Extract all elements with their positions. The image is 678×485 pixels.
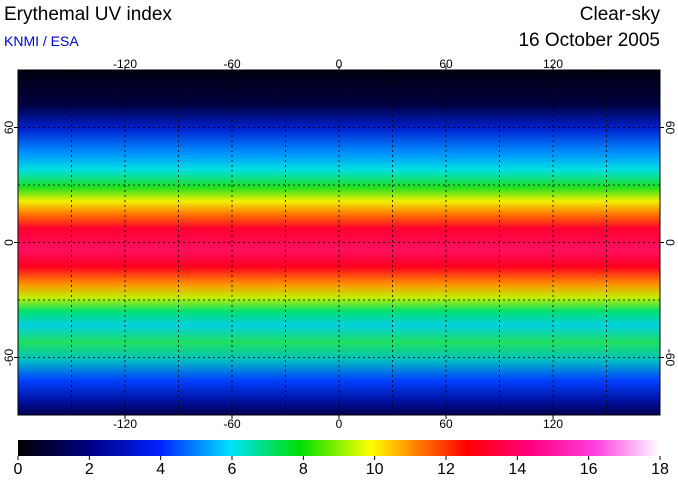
colorbar-label: 18 [651, 461, 669, 478]
y-tick-label: 0 [2, 239, 16, 246]
colorbar-label: 8 [299, 461, 308, 478]
x-tick-label: -120 [113, 417, 137, 431]
colorbar-label: 16 [580, 461, 598, 478]
y-tick-label: -60 [2, 349, 16, 367]
condition: Clear-sky [580, 4, 661, 25]
x-tick-label: -120 [113, 57, 137, 71]
x-tick-label: -60 [223, 417, 241, 431]
y-tick-label: 60 [2, 121, 16, 135]
colorbar-label: 2 [85, 461, 94, 478]
x-tick-label: 120 [543, 417, 563, 431]
colorbar-label: 12 [437, 461, 455, 478]
colorbar-label: 0 [14, 461, 23, 478]
title: Erythemal UV index [4, 4, 172, 25]
x-tick-label: 60 [439, 417, 453, 431]
y-tick-label: 0 [663, 239, 677, 246]
y-tick-label: -60 [663, 349, 677, 367]
x-tick-label: 0 [336, 417, 343, 431]
x-tick-label: -60 [223, 57, 241, 71]
x-tick-label: 0 [336, 57, 343, 71]
colorbar-label: 10 [366, 461, 384, 478]
colorbar [18, 440, 660, 456]
colorbar-label: 6 [228, 461, 237, 478]
colorbar-label: 4 [156, 461, 165, 478]
graticule [18, 70, 660, 415]
x-tick-label: 60 [439, 57, 453, 71]
colorbar-label: 14 [508, 461, 526, 478]
x-tick-label: 120 [543, 57, 563, 71]
source: KNMI / ESA [4, 33, 79, 49]
y-tick-label: 60 [663, 121, 677, 135]
date: 16 October 2005 [518, 30, 660, 51]
